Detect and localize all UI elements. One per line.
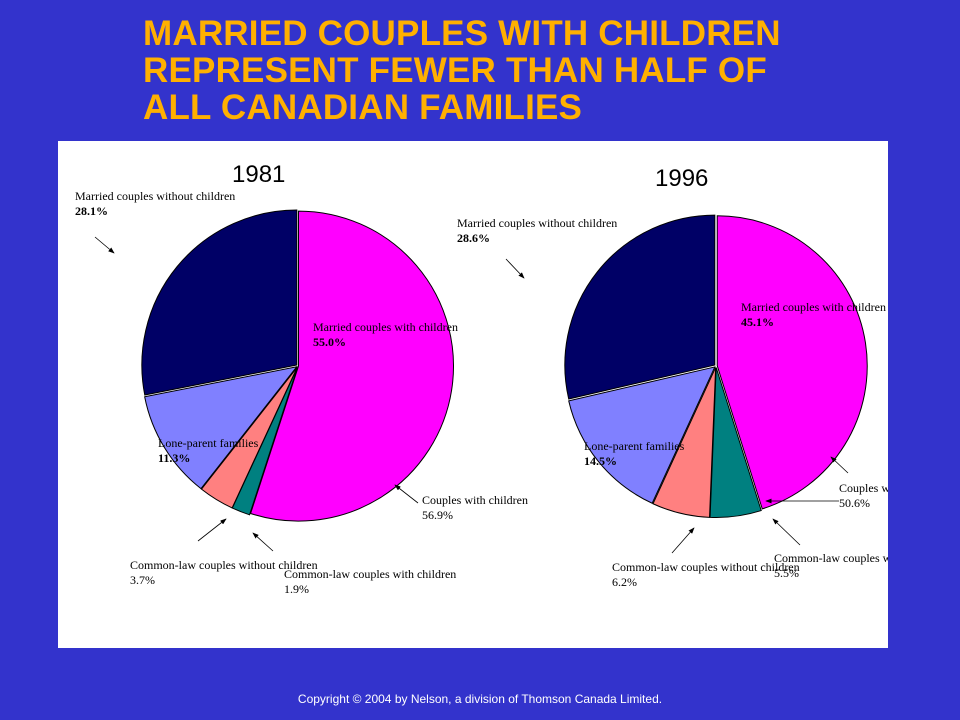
chart-title-1981: 1981: [232, 161, 285, 188]
label-value-married-with-1996: 45.1%: [741, 315, 774, 329]
label-common-law-with-1996: Common-law couples with children 5.5%: [774, 551, 888, 580]
label-married-without-children-1981: Married couples without children 28.1%: [75, 189, 238, 218]
label-text-cl-with-1996: Common-law couples with children: [774, 551, 888, 565]
label-married-without-children-1996: Married couples without children 28.6%: [457, 216, 620, 245]
pie-slice-lone-parent-1981: [144, 366, 298, 490]
label-value-lone-parent-1981: 11.3%: [158, 451, 190, 465]
label-value-cl-without-1996: 6.2%: [612, 575, 637, 589]
label-value-cl-with-1996: 5.5%: [774, 566, 799, 580]
label-text-couples-with-1996: Couples with children: [839, 481, 888, 495]
pie-chart-1996: 1996 Married couples without children 28…: [457, 165, 888, 589]
label-text-cl-without-1981: Common-law couples without children: [130, 558, 318, 572]
pie-slice-common-law-with-children-1996: [709, 367, 762, 518]
pie-chart-1981: 1981 Married couples without children 28…: [75, 161, 531, 596]
label-common-law-without-1996: Common-law couples without children 6.2%: [612, 560, 803, 589]
label-lone-parent-1981: Lone-parent families 11.3%: [158, 436, 261, 465]
copyright-notice: Copyright © 2004 by Nelson, a division o…: [297, 692, 663, 706]
label-value-married-with-1981: 55.0%: [313, 335, 346, 349]
label-couples-with-children-1981: Couples with children 56.9%: [422, 493, 531, 522]
chart-title-1996: 1996: [655, 165, 708, 192]
label-lone-parent-1996: Lone-parent families 14.5%: [584, 439, 687, 468]
label-text-married-without-1981: Married couples without children: [75, 189, 235, 203]
label-value-couples-with-1981: 56.9%: [422, 508, 453, 522]
label-text-married-without-1996: Married couples without children: [457, 216, 617, 230]
label-value-married-without-1981: 28.1%: [75, 204, 108, 218]
label-value-lone-parent-1996: 14.5%: [584, 454, 617, 468]
slide-title: MARRIED COUPLES WITH CHILDREN REPRESENT …: [143, 14, 943, 127]
label-text-lone-parent-1996: Lone-parent families: [584, 439, 685, 453]
pie-slice-common-law-without-children-1996: [652, 367, 717, 518]
label-text-cl-with-1981: Common-law couples with children: [284, 567, 456, 581]
pie-slice-lone-parent-1996: [568, 366, 716, 504]
label-text-married-with-1996: Married couples with children: [741, 300, 886, 314]
title-line-3: ALL CANADIAN FAMILIES: [143, 87, 583, 127]
pie-slice-married-without-children-1996: [564, 214, 716, 400]
label-common-law-without-1981: Common-law couples without children 3.7%: [130, 558, 321, 587]
pie-slice-common-law-without-children-1981: [200, 366, 298, 509]
chart-panel: 1981 Married couples without children 28…: [58, 141, 888, 648]
pie-slice-married-with-children-1996: [716, 215, 868, 510]
pie-slice-married-with-children-1981: [249, 210, 454, 522]
label-value-couples-with-1996: 50.6%: [839, 496, 870, 510]
label-married-with-children-1981: Married couples with children 55.0%: [313, 320, 461, 349]
title-line-2: REPRESENT FEWER THAN HALF OF: [143, 50, 767, 90]
label-text-couples-with-1981: Couples with children: [422, 493, 528, 507]
label-text-married-with-1981: Married couples with children: [313, 320, 458, 334]
label-value-cl-without-1981: 3.7%: [130, 573, 155, 587]
label-value-cl-with-1981: 1.9%: [284, 582, 309, 596]
label-text-lone-parent-1981: Lone-parent families: [158, 436, 259, 450]
label-common-law-with-1981: Common-law couples with children 1.9%: [284, 567, 459, 596]
label-text-cl-without-1996: Common-law couples without children: [612, 560, 800, 574]
pie-slice-married-without-children-1981: [141, 209, 298, 396]
label-value-married-without-1996: 28.6%: [457, 231, 490, 245]
pie-charts: 1981 Married couples without children 28…: [75, 161, 888, 596]
label-couples-with-children-1996: Couples with children 50.6%: [839, 481, 888, 510]
title-line-1: MARRIED COUPLES WITH CHILDREN: [143, 14, 781, 53]
label-married-with-children-1996: Married couples with children 45.1%: [741, 300, 888, 329]
